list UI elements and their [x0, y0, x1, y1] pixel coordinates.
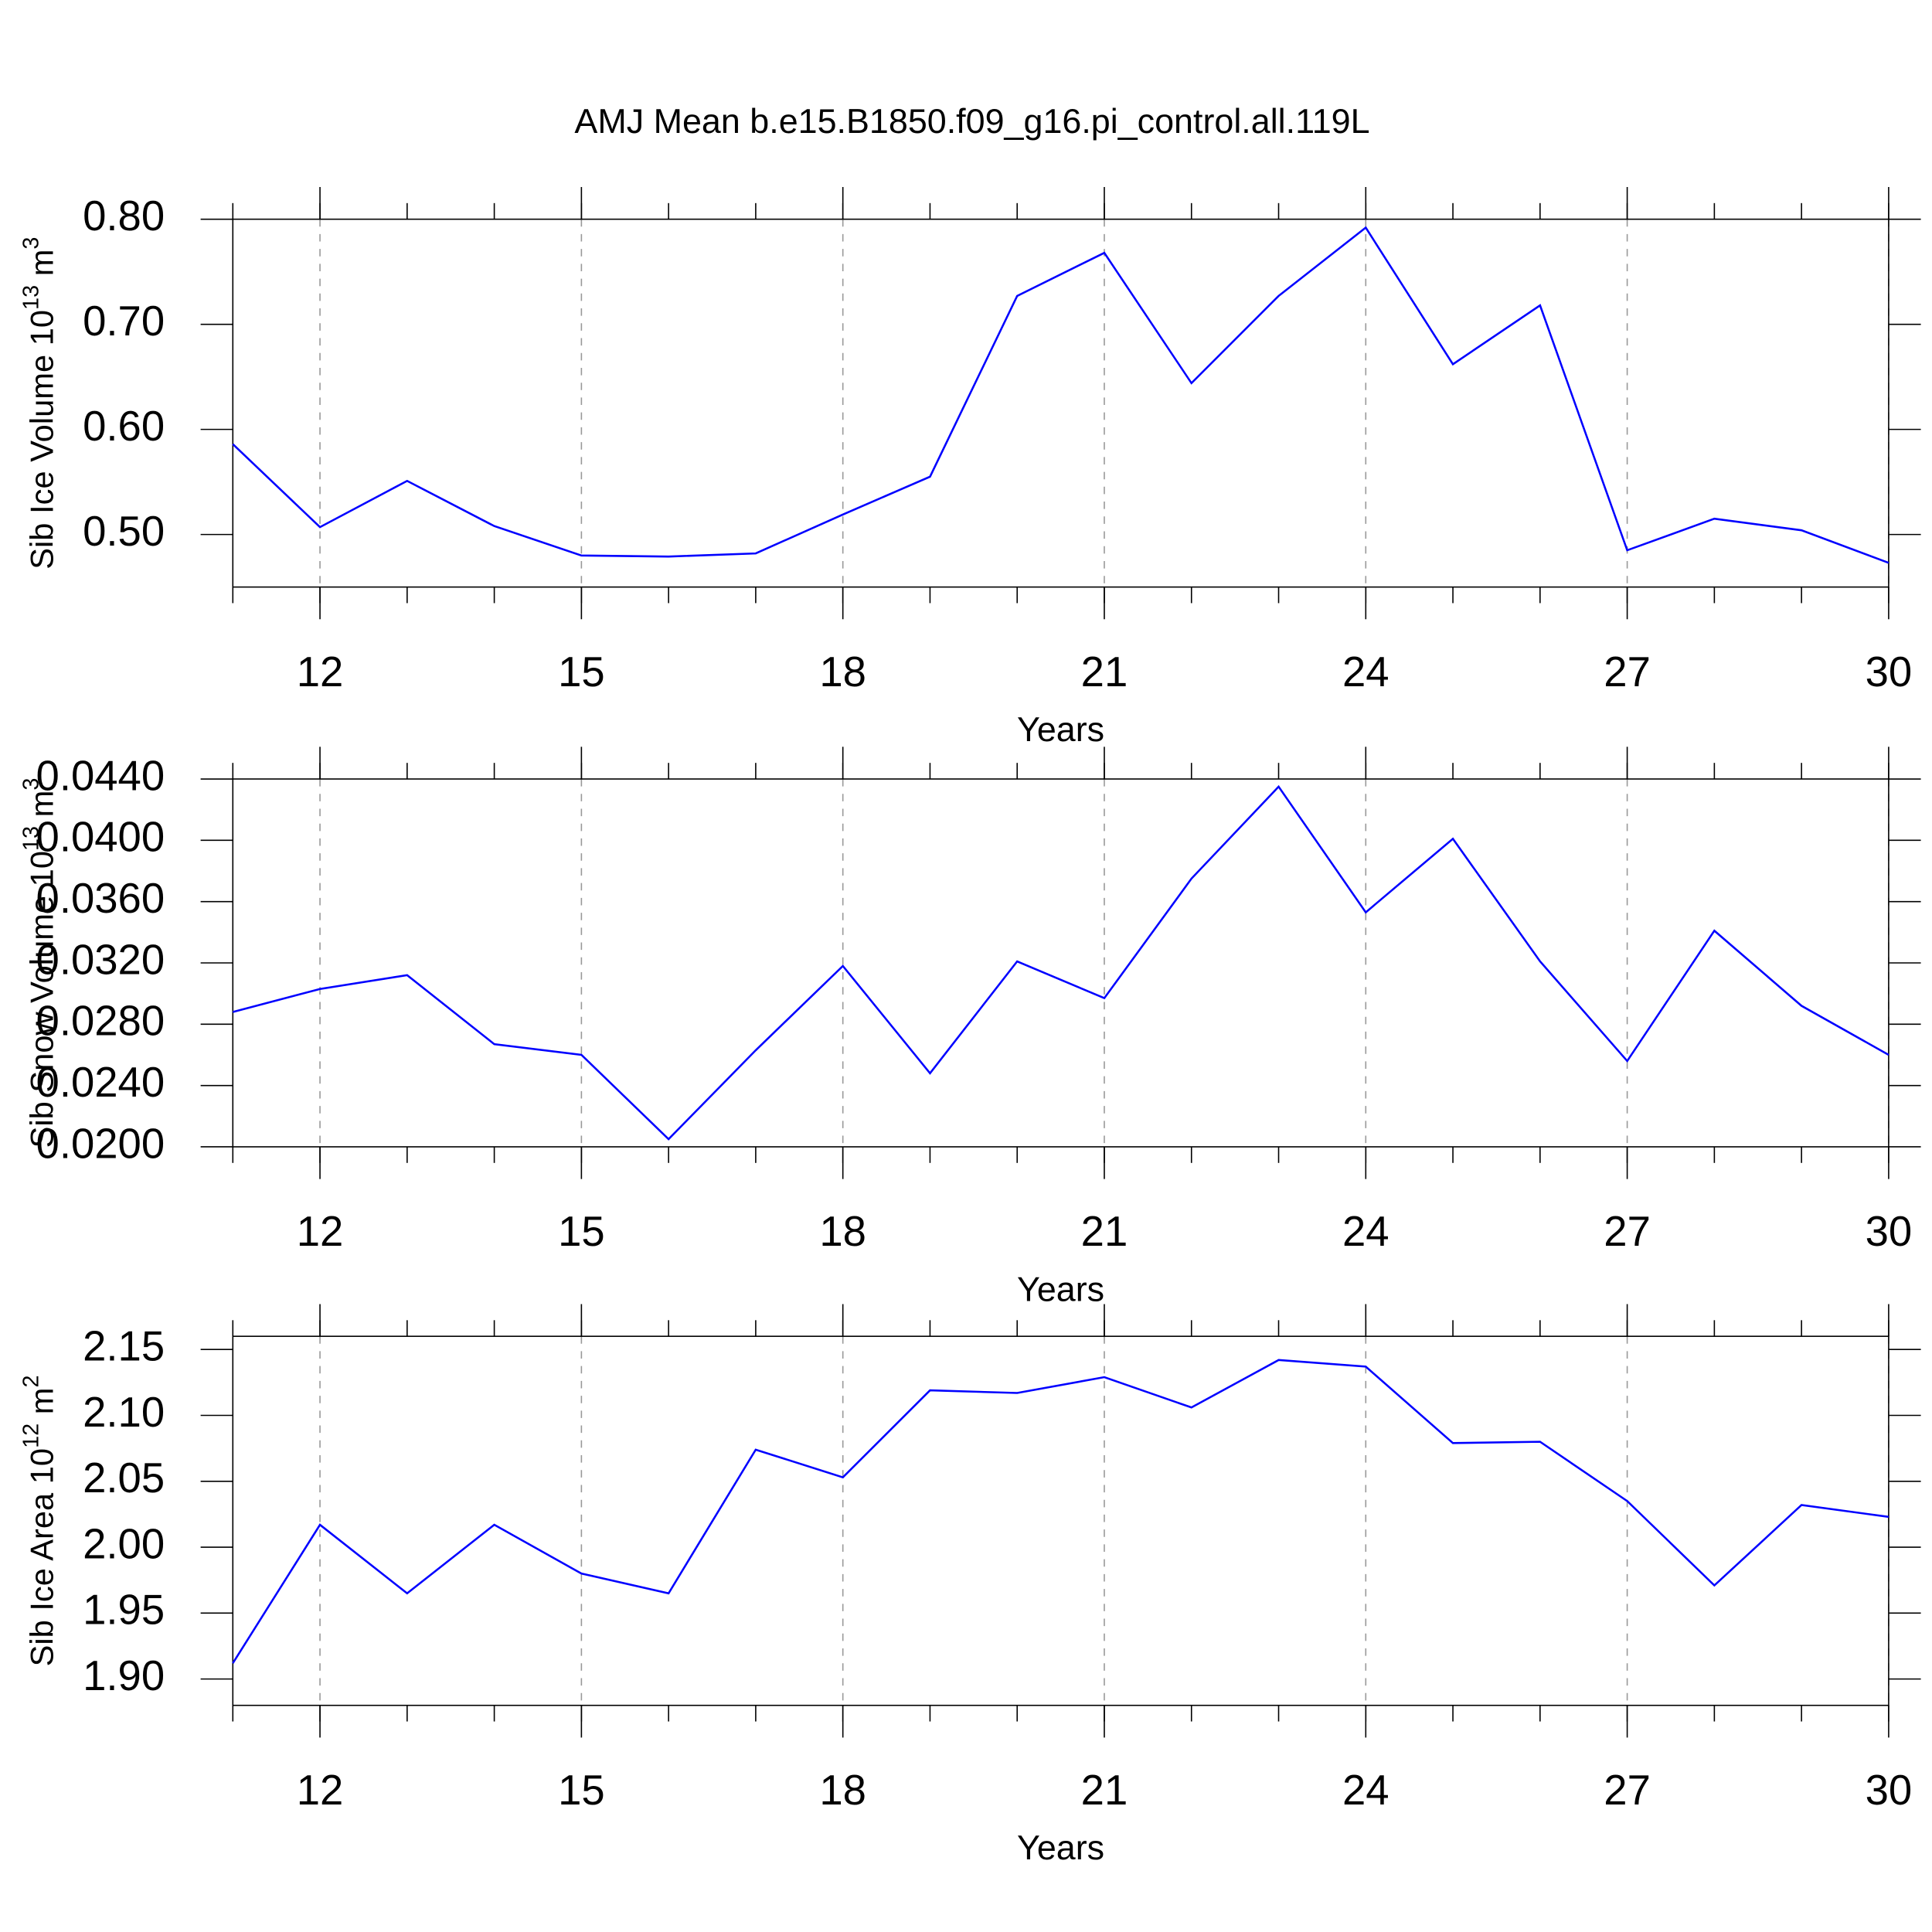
y-tick-label: 0.0280: [36, 998, 165, 1045]
y-tick-label: 0.80: [83, 192, 165, 240]
x-tick-label: 24: [1342, 1767, 1389, 1814]
chart-title: AMJ Mean b.e15.B1850.f09_g16.pi_control.…: [574, 101, 1369, 141]
x-tick-label: 30: [1866, 1767, 1913, 1814]
y-label-superscript: 3: [19, 237, 43, 250]
data-line: [232, 226, 1889, 564]
y-label-superscript: 2: [19, 1375, 43, 1387]
y-label-text: Sib Ice Volume 10: [24, 310, 60, 570]
x-tick-label: 18: [819, 648, 866, 696]
x-tick-label: 30: [1866, 648, 1913, 696]
y-tick-label: 2.15: [83, 1323, 165, 1370]
x-tick-label: 21: [1081, 648, 1128, 696]
x-tick-label: 24: [1342, 1208, 1389, 1255]
y-tick-label: 1.95: [83, 1587, 165, 1634]
y-tick-label: 0.0320: [36, 936, 165, 983]
y-label-text: m: [24, 1388, 60, 1423]
x-axis-label: Years: [1017, 1828, 1104, 1867]
x-axis-label: Years: [1017, 1269, 1104, 1308]
data-line: [232, 784, 1889, 1141]
y-tick-label: 2.10: [83, 1389, 165, 1436]
y-tick-label: 0.0200: [36, 1120, 165, 1167]
x-tick-label: 21: [1081, 1767, 1128, 1814]
y-tick-label: 0.0240: [36, 1059, 165, 1106]
y-label-text: m: [24, 250, 60, 285]
x-tick-label: 12: [297, 1208, 344, 1255]
y-tick-label: 0.50: [83, 508, 165, 555]
y-tick-label: 0.70: [83, 298, 165, 345]
plot-frame: [232, 778, 1889, 1148]
x-tick-label: 27: [1604, 1767, 1651, 1814]
y-axis-label: Sib Ice Area 1012 m2: [19, 1375, 60, 1666]
x-tick-label: 15: [558, 1208, 605, 1255]
x-tick-label: 27: [1604, 648, 1651, 696]
y-axis-label: Sib Snow Volume 1013 m3: [19, 778, 60, 1148]
y-tick-label: 0.0360: [36, 875, 165, 922]
x-tick-label: 24: [1342, 648, 1389, 696]
x-tick-label: 21: [1081, 1208, 1128, 1255]
x-tick-label: 27: [1604, 1208, 1651, 1255]
y-tick-label: 0.0400: [36, 814, 165, 861]
plot-frame: [232, 218, 1889, 588]
y-tick-label: 2.05: [83, 1454, 165, 1502]
y-label-superscript: 3: [19, 778, 43, 791]
y-axis-label: Sib Ice Volume 1013 m3: [19, 237, 60, 570]
y-tick-label: 0.0440: [36, 752, 165, 799]
plot-frame: [232, 1335, 1889, 1706]
y-tick-label: 2.00: [83, 1520, 165, 1567]
x-tick-label: 12: [297, 648, 344, 696]
x-tick-label: 18: [819, 1767, 866, 1814]
y-label-superscript: 12: [19, 1423, 43, 1448]
x-tick-label: 12: [297, 1767, 344, 1814]
x-tick-label: 18: [819, 1208, 866, 1255]
y-tick-label: 1.90: [83, 1652, 165, 1699]
data-line: [232, 1359, 1889, 1664]
x-tick-label: 30: [1866, 1208, 1913, 1255]
y-tick-label: 0.60: [83, 403, 165, 450]
x-axis-label: Years: [1017, 709, 1104, 749]
x-tick-label: 15: [558, 1767, 605, 1814]
y-label-superscript: 13: [19, 285, 43, 310]
y-label-superscript: 13: [19, 826, 43, 851]
y-label-text: Sib Snow Volume 10: [24, 851, 60, 1148]
y-label-text: m: [24, 791, 60, 826]
x-tick-label: 15: [558, 648, 605, 696]
y-label-text: Sib Ice Area 10: [24, 1448, 60, 1667]
